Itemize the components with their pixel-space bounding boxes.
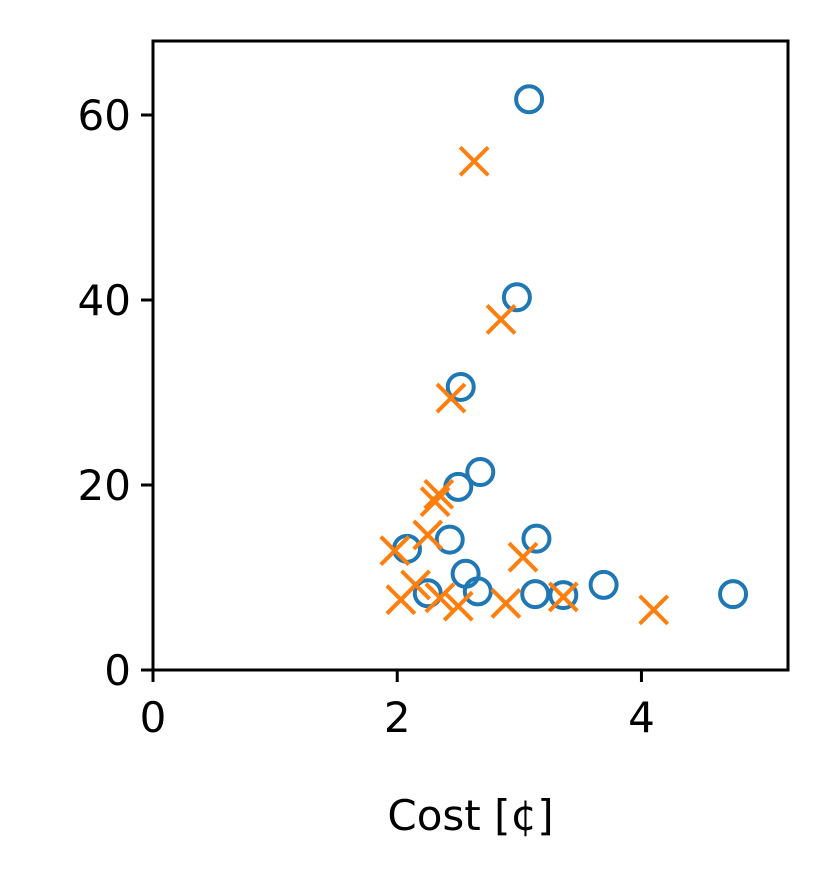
x-tick-label: 2 [384,693,411,742]
y-tick-label: 20 [78,461,131,510]
series-1-circle-point [718,579,749,610]
series-2-x-point [419,486,451,518]
series-2-x-point [412,519,444,551]
series-1-circle-point [443,471,474,502]
series-2-x-point [485,304,517,335]
series-1-circle-point [445,371,476,402]
series-2-x-point [424,582,456,614]
series-1-circle-point [412,578,443,609]
series-2-x-point [423,478,455,510]
series-2-x-point [379,535,411,567]
series-2-x-point [547,581,579,613]
y-tick-label: 0 [104,646,131,695]
series-1-circle-point [548,580,579,611]
series-2-x-point [435,382,467,414]
series-1-circle-point [520,579,551,610]
plot-frame [151,39,790,672]
series-1-circle-point [465,457,496,488]
x-tick-label: 0 [140,693,167,742]
y-tick-label: 40 [78,276,131,325]
series-1-circle-point [514,84,545,115]
series-1-circle-point [588,569,619,600]
series-2-x-point [385,584,417,616]
series-2-x-point [442,590,474,622]
series-2-x-point [458,145,490,177]
series-1-circle-point [521,523,552,554]
series-2-x-point [638,594,670,626]
series-1-circle-point [501,282,532,313]
series-1-circle-point [434,524,465,555]
x-axis-label: Cost [¢] [387,791,553,840]
x-tick-label: 4 [628,693,655,742]
series-2-x-point [490,587,522,619]
series-2-x-point [507,541,539,573]
y-tick-label: 60 [78,91,131,140]
plot-marks [379,84,749,626]
series-1-circle-point [462,576,493,607]
